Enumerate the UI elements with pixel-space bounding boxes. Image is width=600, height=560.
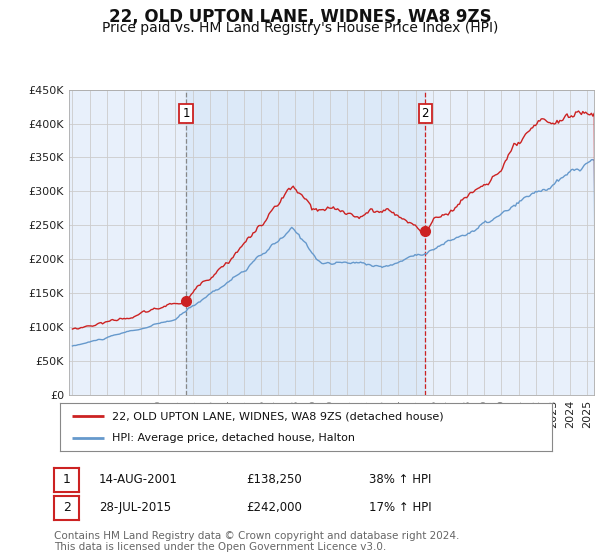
Text: 17% ↑ HPI: 17% ↑ HPI	[369, 501, 431, 515]
Text: £242,000: £242,000	[246, 501, 302, 515]
Text: £138,250: £138,250	[246, 473, 302, 487]
Text: 38% ↑ HPI: 38% ↑ HPI	[369, 473, 431, 487]
Text: 28-JUL-2015: 28-JUL-2015	[99, 501, 171, 515]
Text: 2: 2	[422, 107, 429, 120]
Text: Price paid vs. HM Land Registry's House Price Index (HPI): Price paid vs. HM Land Registry's House …	[102, 21, 498, 35]
Text: 1: 1	[62, 473, 71, 487]
Text: 22, OLD UPTON LANE, WIDNES, WA8 9ZS (detached house): 22, OLD UPTON LANE, WIDNES, WA8 9ZS (det…	[112, 411, 443, 421]
Text: 14-AUG-2001: 14-AUG-2001	[99, 473, 178, 487]
Text: Contains HM Land Registry data © Crown copyright and database right 2024.
This d: Contains HM Land Registry data © Crown c…	[54, 531, 460, 553]
Text: 22, OLD UPTON LANE, WIDNES, WA8 9ZS: 22, OLD UPTON LANE, WIDNES, WA8 9ZS	[109, 8, 491, 26]
Bar	[186, 90, 425, 395]
Text: 2: 2	[62, 501, 71, 515]
Text: HPI: Average price, detached house, Halton: HPI: Average price, detached house, Halt…	[112, 433, 355, 443]
Text: 1: 1	[182, 107, 190, 120]
